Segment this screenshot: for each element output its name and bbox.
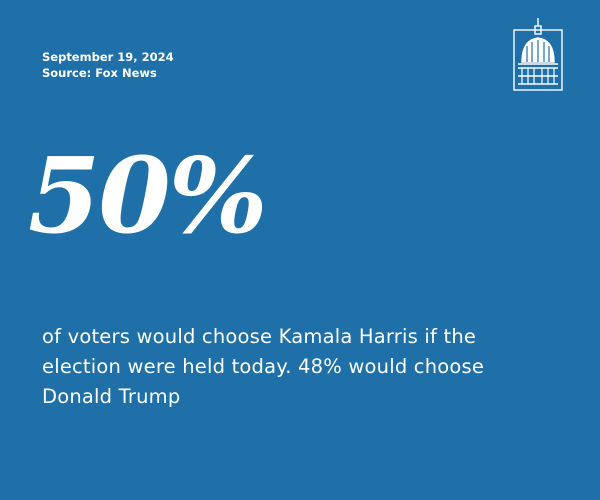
headline-stat: 50% [28,134,268,257]
meta: September 19, 2024 Source: Fox News [42,49,174,81]
date: September 19, 2024 [42,50,174,64]
capitol-logo [513,18,563,91]
source: Source: Fox News [42,66,157,80]
description: of voters would choose Kamala Harris if … [42,325,485,408]
